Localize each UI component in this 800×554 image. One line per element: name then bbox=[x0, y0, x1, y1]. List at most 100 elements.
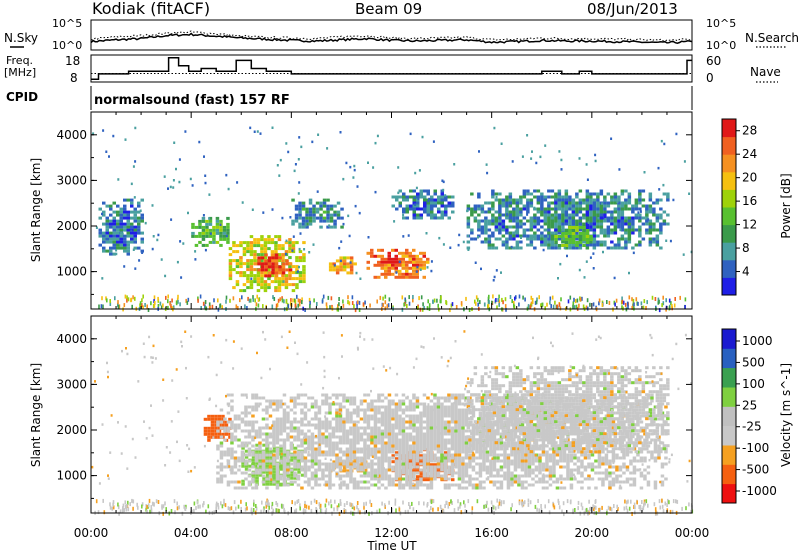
velocity-cell bbox=[244, 486, 248, 490]
velocity-cell bbox=[405, 465, 409, 469]
velocity-cell bbox=[373, 414, 378, 418]
velocity-cell bbox=[412, 447, 416, 451]
power-cell bbox=[484, 237, 488, 241]
velocity-cell bbox=[464, 420, 469, 424]
velocity-cell bbox=[541, 411, 546, 415]
power-speckle-cell bbox=[511, 160, 514, 163]
power-cell bbox=[557, 192, 562, 196]
power-speckle-cell bbox=[272, 295, 274, 300]
power-speckle-cell bbox=[495, 269, 498, 272]
velocity-cell bbox=[300, 441, 304, 445]
power-speckle-cell bbox=[130, 297, 133, 302]
power-speckle-cell bbox=[252, 295, 254, 300]
power-colorbar-segment bbox=[722, 259, 736, 278]
velocity-cell bbox=[548, 459, 553, 463]
velocity-cell bbox=[275, 456, 280, 460]
velocity-cell bbox=[359, 399, 364, 403]
velocity-cell bbox=[352, 447, 357, 451]
velocity-cell bbox=[545, 453, 549, 457]
power-cell bbox=[430, 201, 434, 205]
power-cell bbox=[232, 250, 236, 254]
power-speckle-cell bbox=[133, 196, 136, 199]
velocity-cell bbox=[363, 420, 367, 424]
power-cell bbox=[582, 216, 586, 220]
power-colorbar-segment bbox=[722, 154, 736, 173]
velocity-cell bbox=[482, 393, 486, 397]
velocity-cell bbox=[464, 456, 469, 460]
power-cell bbox=[554, 216, 558, 220]
velocity-cell bbox=[419, 456, 423, 460]
velocity-cell bbox=[275, 438, 280, 442]
velocity-cell bbox=[272, 420, 276, 424]
velocity-cell bbox=[254, 456, 259, 460]
velocity-cell bbox=[262, 470, 266, 474]
velocity-cell bbox=[310, 441, 315, 445]
power-speckle-cell bbox=[586, 298, 589, 303]
power-speckle-cell bbox=[422, 302, 424, 307]
velocity-cell bbox=[223, 429, 227, 433]
velocity-cell bbox=[216, 444, 220, 448]
velocity-cell bbox=[499, 435, 504, 439]
velocity-cell bbox=[489, 432, 493, 436]
velocity-cell bbox=[241, 464, 245, 468]
power-cell bbox=[409, 189, 413, 193]
velocity-cell bbox=[426, 441, 430, 445]
velocity-cell bbox=[545, 465, 549, 469]
power-speckle-cell bbox=[610, 137, 613, 140]
power-cell bbox=[198, 222, 202, 226]
power-cell bbox=[648, 231, 653, 235]
power-cell bbox=[596, 222, 600, 226]
velocity-cell bbox=[478, 450, 483, 454]
power-cell bbox=[305, 216, 309, 220]
power-cell bbox=[561, 228, 565, 232]
velocity-cell bbox=[541, 441, 546, 445]
velocity-cell bbox=[349, 453, 353, 457]
power-cell bbox=[568, 238, 572, 241]
power-speckle-cell bbox=[342, 177, 345, 181]
power-cell bbox=[219, 237, 223, 241]
velocity-cell bbox=[426, 453, 430, 457]
velocity-cell bbox=[401, 468, 406, 472]
velocity-cell bbox=[293, 453, 297, 457]
power-cell bbox=[585, 192, 590, 196]
power-cell bbox=[116, 237, 120, 241]
power-cell bbox=[308, 198, 313, 202]
power-speckle-cell bbox=[115, 249, 118, 252]
velocity-cell bbox=[290, 482, 294, 486]
power-cell bbox=[564, 201, 569, 205]
velocity-cell bbox=[207, 429, 211, 433]
power-cell bbox=[437, 210, 441, 214]
velocity-cell bbox=[268, 426, 273, 430]
power-cell bbox=[596, 207, 600, 211]
velocity-cell bbox=[436, 456, 441, 460]
velocity-cell bbox=[398, 408, 402, 412]
velocity-cell bbox=[324, 417, 329, 421]
velocity-cell bbox=[338, 456, 343, 460]
velocity-cell bbox=[391, 483, 395, 487]
power-cell bbox=[578, 243, 583, 247]
power-speckle-cell bbox=[598, 298, 601, 303]
power-speckle-cell bbox=[329, 305, 331, 310]
velocity-cell bbox=[261, 459, 266, 463]
power-speckle-cell bbox=[115, 252, 118, 256]
power-cell bbox=[98, 231, 102, 235]
power-cell bbox=[596, 243, 600, 247]
power-cell bbox=[557, 222, 562, 226]
velocity-cell bbox=[328, 441, 332, 445]
velocity-cell bbox=[517, 459, 521, 463]
velocity-cell bbox=[440, 438, 444, 442]
velocity-cell bbox=[338, 447, 343, 451]
velocity-cell bbox=[408, 468, 413, 472]
velocity-cell bbox=[370, 402, 374, 406]
velocity-cell bbox=[214, 420, 218, 424]
power-cell bbox=[494, 228, 499, 232]
power-cell bbox=[603, 243, 607, 247]
power-cell bbox=[336, 216, 341, 220]
power-cell bbox=[617, 219, 621, 223]
velocity-cell bbox=[450, 459, 455, 463]
power-cell bbox=[422, 275, 426, 279]
velocity-cell bbox=[342, 426, 346, 430]
velocity-cell bbox=[293, 429, 297, 433]
velocity-cell bbox=[282, 423, 287, 427]
velocity-cell bbox=[282, 477, 287, 481]
